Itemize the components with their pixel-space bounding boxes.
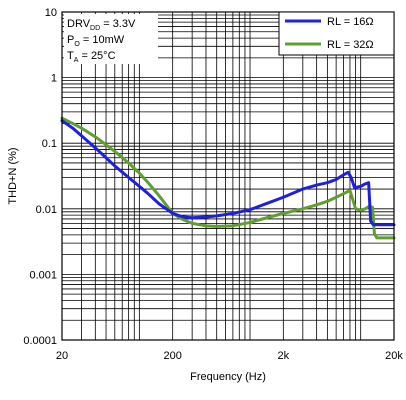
series-layer <box>60 116 396 240</box>
y-tick-label: 0.01 <box>36 204 57 216</box>
y-axis-label: THD+N (%) <box>7 147 19 204</box>
condition-temperature: TA = 25°C <box>67 50 116 64</box>
x-tick-label: 20 <box>56 350 68 362</box>
grid-lines <box>62 12 394 340</box>
legend-box <box>278 11 395 56</box>
y-tick-labels: 0.0001 0.001 0.01 0.1 1 10 <box>23 7 57 347</box>
legend: RL = 16Ω RL = 32Ω <box>278 11 395 56</box>
x-tick-label: 20k <box>385 350 403 362</box>
legend-label-rl32: RL = 32Ω <box>327 39 374 51</box>
y-tick-label: 0.001 <box>29 269 57 281</box>
x-axis-label: Frequency (Hz) <box>190 371 266 383</box>
conditions-background <box>64 14 158 64</box>
condition-output-power: PO = 10mW <box>67 34 125 48</box>
plot-frame <box>61 11 395 341</box>
series-line-rl16 <box>60 119 396 227</box>
x-tick-label: 200 <box>163 350 181 362</box>
y-tick-label: 0.0001 <box>23 335 57 347</box>
y-tick-label: 0.1 <box>42 138 57 150</box>
series-line-rl32 <box>60 116 396 240</box>
y-tick-label: 10 <box>45 7 57 19</box>
y-tick-label: 1 <box>51 73 57 85</box>
legend-label-rl16: RL = 16Ω <box>327 16 374 28</box>
condition-supply-voltage: DRVDD = 3.3V <box>67 18 136 32</box>
conditions-box: DRVDD = 3.3V PO = 10mW TA = 25°C <box>64 14 158 64</box>
x-tick-label: 2k <box>278 350 290 362</box>
x-tick-labels: 20 200 2k 20k <box>56 350 403 362</box>
